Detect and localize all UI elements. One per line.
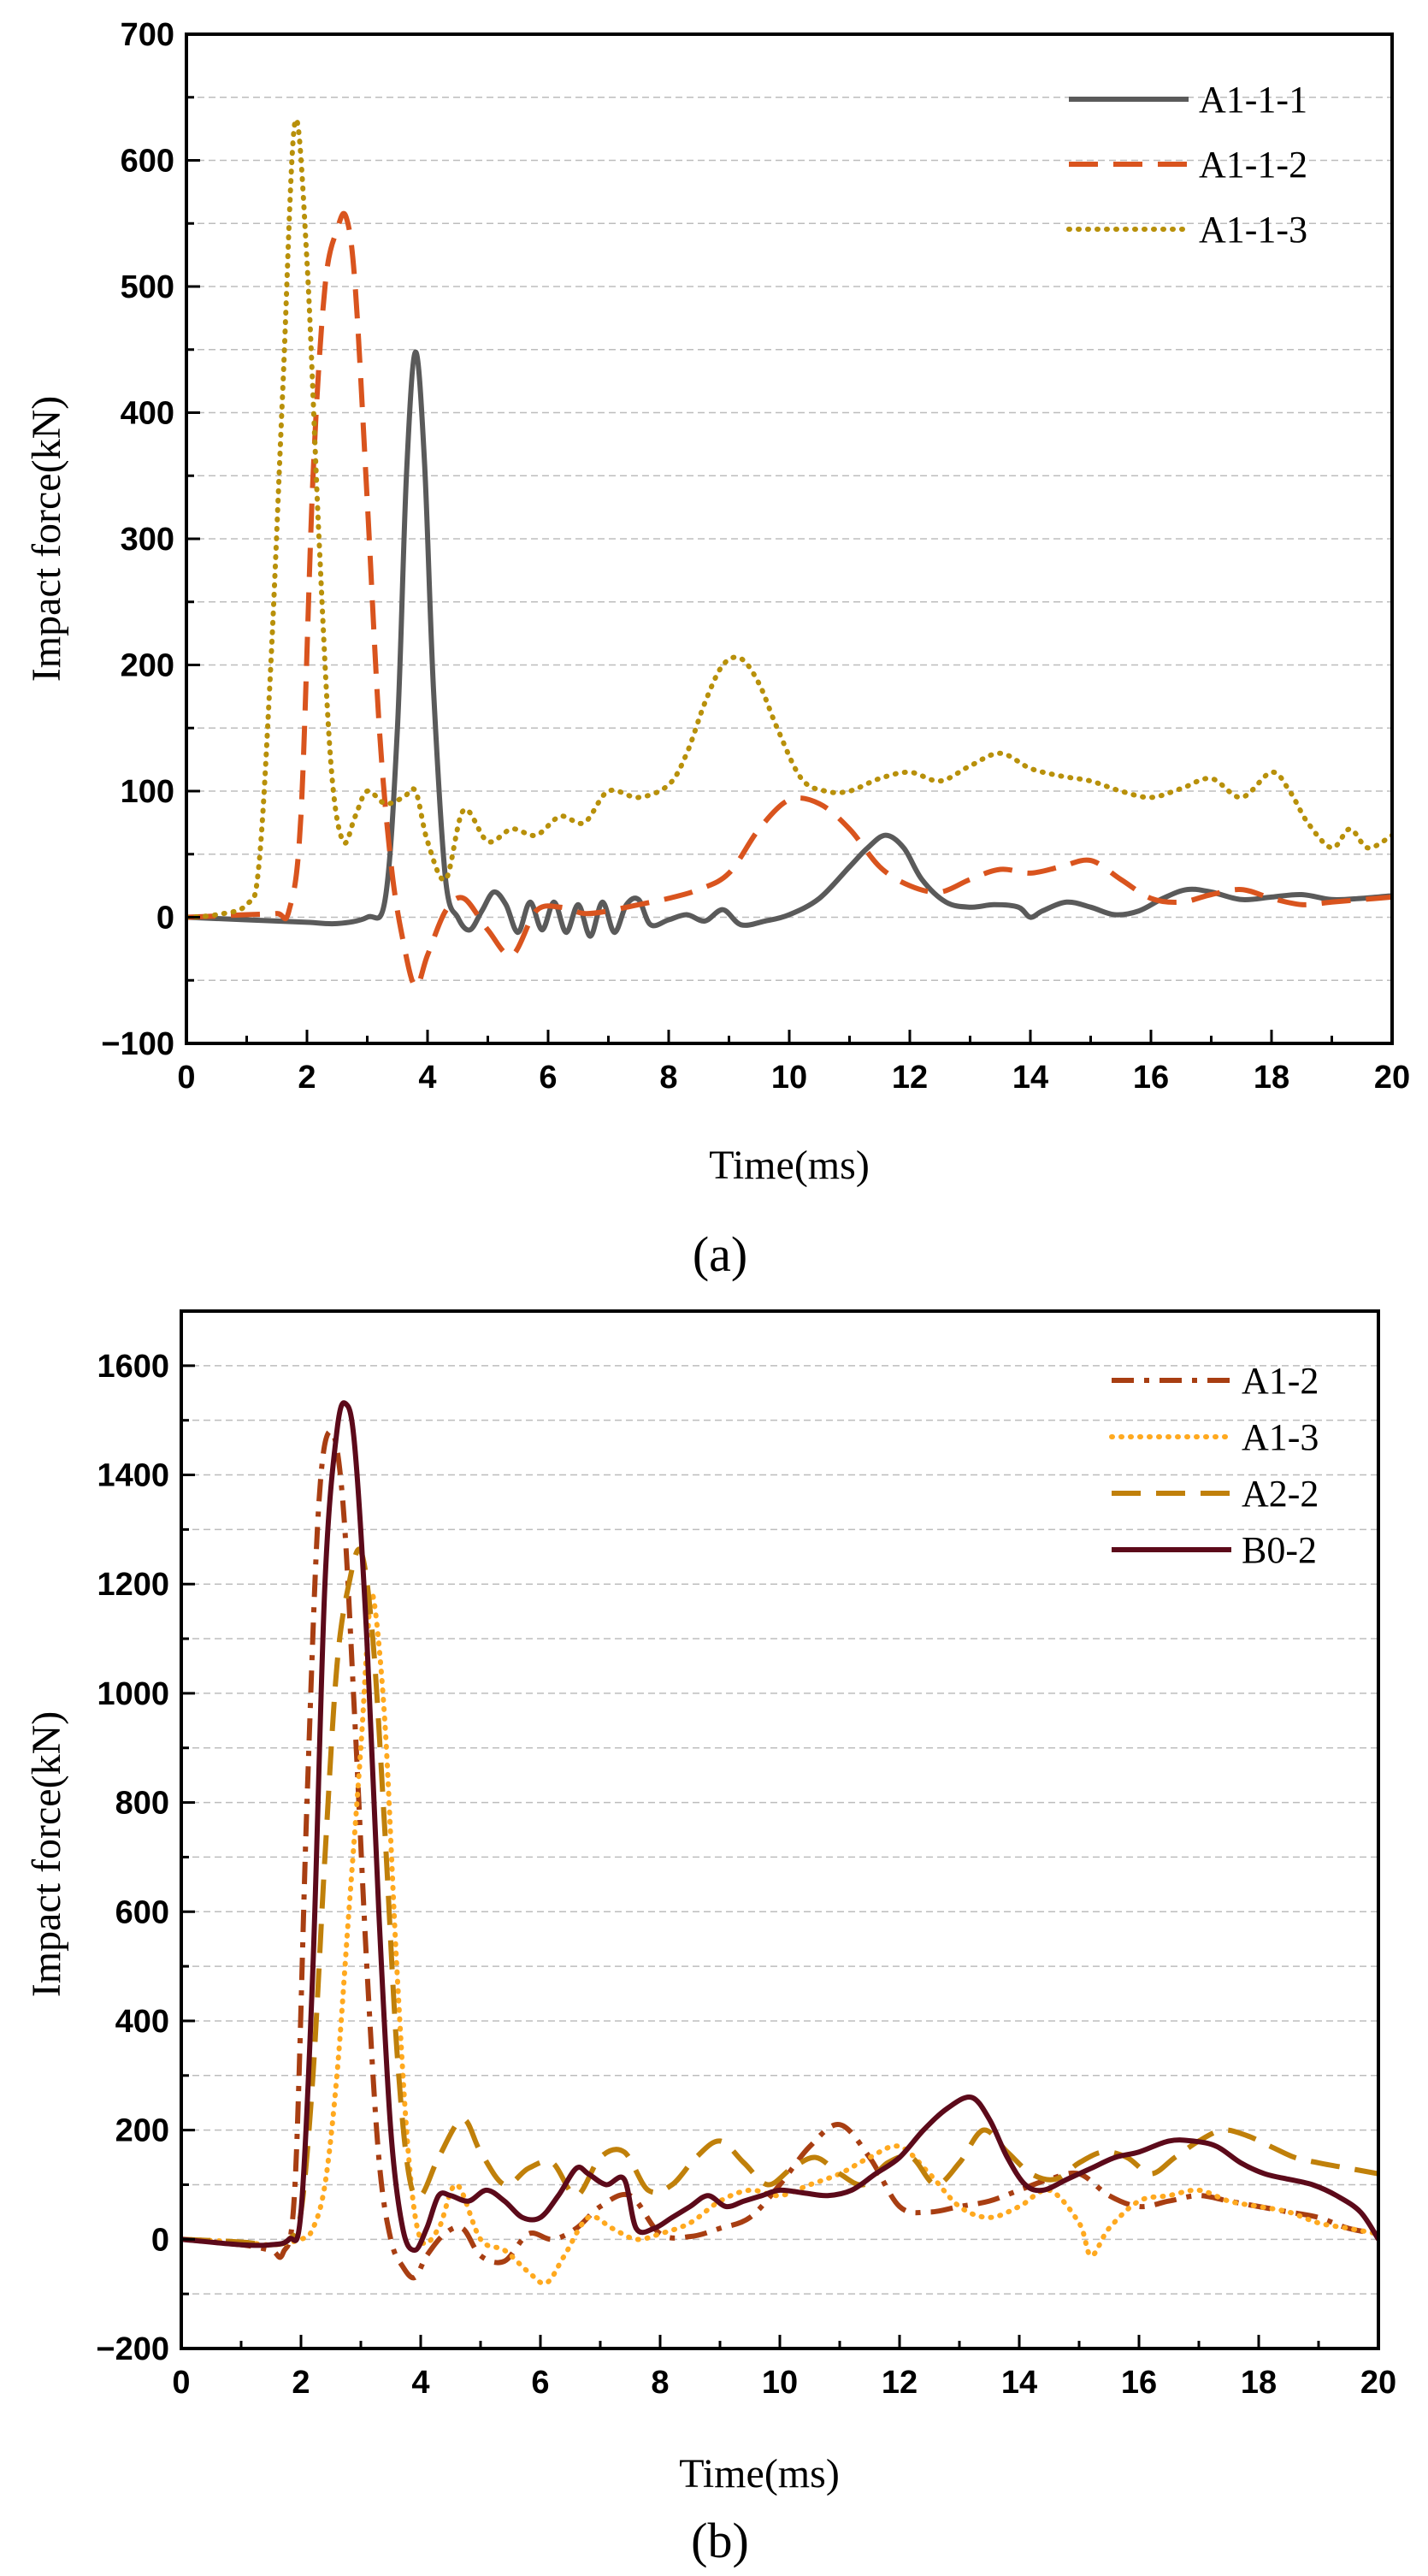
x-tick-label: 16 <box>1121 2365 1157 2401</box>
y-axis-title: Impact force(kN) <box>24 1711 69 1997</box>
gridlines <box>186 97 1392 981</box>
x-tick-label: 8 <box>659 1060 677 1096</box>
x-tick-label: 6 <box>531 2365 549 2401</box>
series-line-a1-1-3 <box>186 117 1392 920</box>
x-tick-label: 8 <box>651 2365 669 2401</box>
legend: A1-2 A1-3 A2-2 B0-2 <box>1109 1360 1319 1571</box>
plot-area-background <box>181 1311 1378 2349</box>
y-tick-label: 800 <box>115 1786 169 1822</box>
y-tick-label: 300 <box>121 522 174 558</box>
data-series-group <box>181 1400 1378 2286</box>
x-tick-label: 2 <box>298 1060 316 1096</box>
x-axis-title: Time(ms) <box>709 1143 870 1188</box>
x-tick-label: 18 <box>1241 2365 1277 2401</box>
x-tick-label: 4 <box>418 1060 436 1096</box>
legend-label-a1-2: A1-2 <box>1242 1360 1319 1402</box>
y-tick-label: 200 <box>115 2113 169 2149</box>
y-tick-label: −100 <box>101 1026 174 1062</box>
y-tick-label: −200 <box>96 2331 169 2367</box>
y-axis-title: Impact force(kN) <box>24 396 69 682</box>
x-tick-label: 12 <box>882 2365 918 2401</box>
x-tick-label: 2 <box>292 2365 310 2401</box>
x-tick-label: 14 <box>1001 2365 1037 2401</box>
series-line-b0-2 <box>181 1400 1378 2254</box>
series-line-a1-2 <box>181 1428 1378 2281</box>
legend-label-b0-2: B0-2 <box>1242 1529 1317 1571</box>
y-tick-label: 700 <box>121 17 174 53</box>
x-tick-label: 20 <box>1360 2365 1396 2401</box>
x-tick-label: 10 <box>762 2365 798 2401</box>
y-tick-label: 1400 <box>97 1458 169 1494</box>
series-line-a1-3 <box>181 1590 1378 2286</box>
y-tick-label: 100 <box>121 774 174 810</box>
x-tick-label: 6 <box>539 1060 557 1096</box>
y-tick-label: 1000 <box>97 1676 169 1712</box>
y-tick-label: 500 <box>121 269 174 305</box>
legend-label-a1-1-2: A1-1-2 <box>1199 144 1307 186</box>
legend-label-a1-3: A1-3 <box>1242 1416 1319 1458</box>
x-tick-label: 14 <box>1012 1060 1048 1096</box>
legend-label-a1-1-3: A1-1-3 <box>1199 209 1307 251</box>
legend-label-a1-1-1: A1-1-1 <box>1199 79 1307 121</box>
x-tick-label: 0 <box>177 1060 195 1096</box>
x-tick-label: 4 <box>411 2365 429 2401</box>
y-tick-label: 1200 <box>97 1567 169 1603</box>
x-tick-label: 20 <box>1374 1060 1410 1096</box>
data-series-group <box>186 117 1392 990</box>
x-axis-title: Time(ms) <box>679 2451 840 2496</box>
x-tick-label: 0 <box>172 2365 190 2401</box>
panel-label-b: (b) <box>691 2513 749 2568</box>
y-tick-label: 600 <box>115 1894 169 1930</box>
y-tick-label: 400 <box>115 2004 169 2040</box>
x-tick-label: 10 <box>771 1060 807 1096</box>
legend: A1-1-1 A1-1-2 A1-1-3 <box>1066 79 1307 251</box>
series-line-a1-1-1 <box>186 349 1392 939</box>
panel-label-a: (a) <box>693 1226 747 1282</box>
y-tick-label: 600 <box>121 144 174 180</box>
x-tick-label: 16 <box>1133 1060 1169 1096</box>
y-tick-label: 400 <box>121 396 174 432</box>
x-tick-label: 18 <box>1254 1060 1289 1096</box>
series-line-a1-1-2 <box>186 210 1392 990</box>
y-tick-label: 0 <box>156 901 174 936</box>
x-tick-label: 12 <box>892 1060 928 1096</box>
legend-label-a2-2: A2-2 <box>1242 1473 1319 1515</box>
series-line-a2-2 <box>181 1546 1378 2248</box>
y-tick-label: 1600 <box>97 1349 169 1385</box>
y-tick-label: 200 <box>121 648 174 684</box>
y-tick-label: 0 <box>151 2222 169 2258</box>
